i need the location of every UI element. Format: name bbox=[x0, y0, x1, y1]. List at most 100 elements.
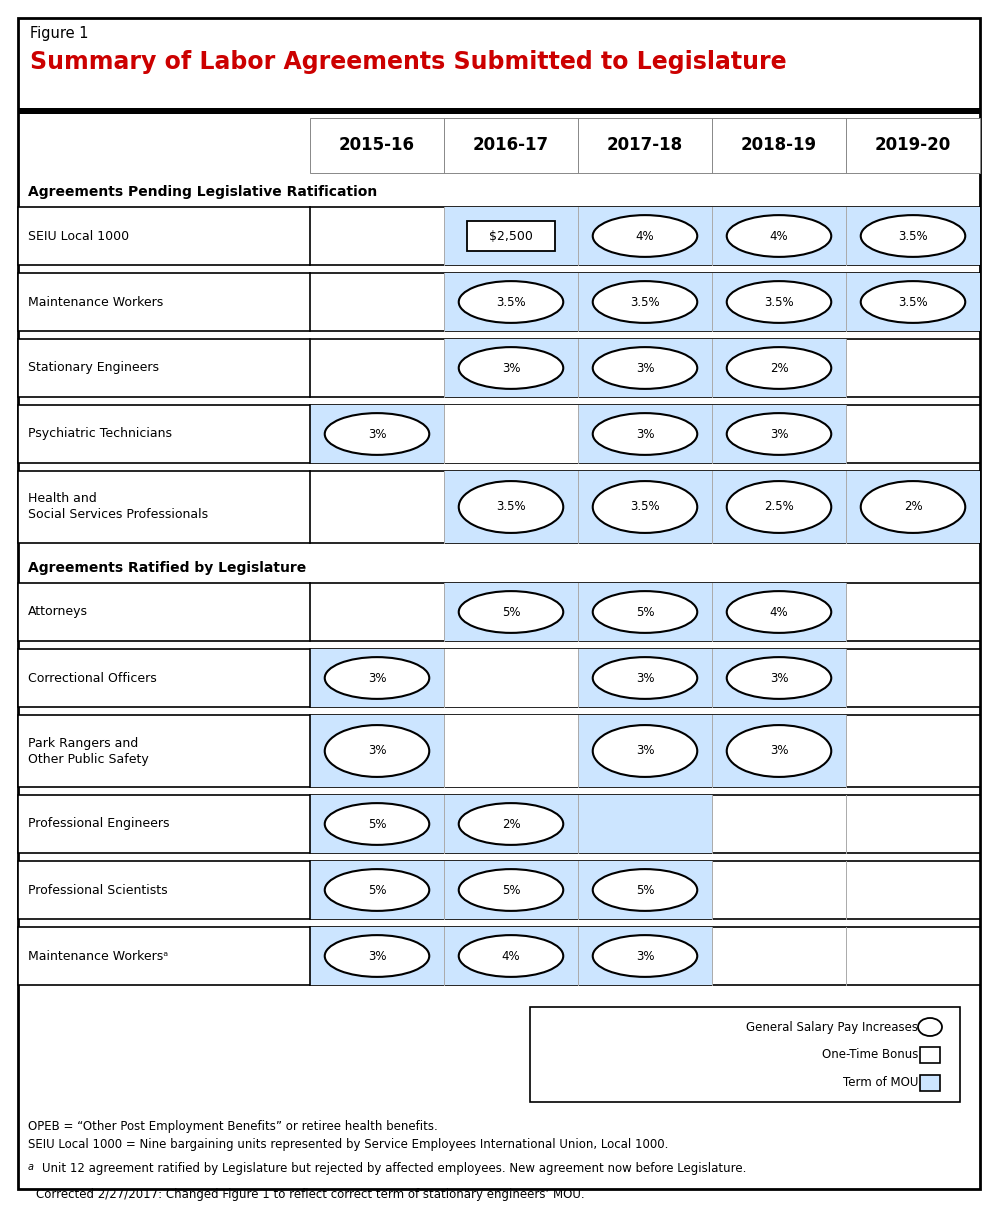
Ellipse shape bbox=[860, 281, 965, 323]
Text: 5%: 5% bbox=[636, 606, 655, 618]
Text: 2%: 2% bbox=[903, 501, 922, 513]
Text: Maintenance Workers: Maintenance Workers bbox=[28, 296, 164, 309]
Bar bbox=[920, 1046, 940, 1063]
Text: 3%: 3% bbox=[367, 950, 386, 962]
Bar bbox=[18, 339, 980, 397]
Ellipse shape bbox=[593, 869, 698, 911]
Bar bbox=[444, 649, 578, 707]
Ellipse shape bbox=[593, 591, 698, 632]
Text: 3%: 3% bbox=[367, 671, 386, 684]
Bar bbox=[18, 206, 980, 266]
Ellipse shape bbox=[324, 413, 429, 455]
Ellipse shape bbox=[593, 281, 698, 323]
Ellipse shape bbox=[324, 869, 429, 911]
Bar bbox=[920, 1075, 940, 1091]
Text: 3%: 3% bbox=[636, 745, 655, 758]
Ellipse shape bbox=[727, 413, 831, 455]
Text: Health and: Health and bbox=[28, 492, 97, 506]
Text: Summary of Labor Agreements Submitted to Legislature: Summary of Labor Agreements Submitted to… bbox=[30, 49, 786, 74]
Text: 5%: 5% bbox=[367, 817, 386, 830]
Text: 3%: 3% bbox=[367, 745, 386, 758]
Ellipse shape bbox=[727, 725, 831, 777]
Ellipse shape bbox=[459, 591, 563, 632]
Text: 3%: 3% bbox=[636, 427, 655, 441]
Text: 4%: 4% bbox=[769, 229, 788, 243]
Bar bbox=[18, 583, 980, 641]
Text: 5%: 5% bbox=[636, 884, 655, 897]
Text: 2016-17: 2016-17 bbox=[473, 136, 549, 154]
Bar bbox=[18, 861, 980, 919]
Bar bbox=[18, 715, 980, 787]
Text: 3%: 3% bbox=[502, 362, 520, 374]
Bar bbox=[310, 406, 846, 463]
Ellipse shape bbox=[727, 348, 831, 389]
Ellipse shape bbox=[459, 482, 563, 533]
Text: 3.5%: 3.5% bbox=[496, 296, 526, 309]
Text: 3%: 3% bbox=[367, 427, 386, 441]
Ellipse shape bbox=[727, 482, 831, 533]
Bar bbox=[444, 406, 578, 463]
Bar bbox=[18, 273, 980, 331]
Bar bbox=[18, 795, 980, 853]
Text: Stationary Engineers: Stationary Engineers bbox=[28, 362, 159, 374]
Text: 4%: 4% bbox=[502, 950, 520, 962]
Ellipse shape bbox=[727, 215, 831, 257]
Bar bbox=[310, 649, 846, 707]
Bar bbox=[310, 118, 980, 173]
Bar bbox=[444, 715, 578, 787]
Text: 3.5%: 3.5% bbox=[764, 296, 793, 309]
Ellipse shape bbox=[593, 348, 698, 389]
Bar bbox=[310, 715, 846, 787]
Bar bbox=[444, 339, 846, 397]
Text: 2015-16: 2015-16 bbox=[339, 136, 415, 154]
Text: 3%: 3% bbox=[769, 671, 788, 684]
Text: General Salary Pay Increases: General Salary Pay Increases bbox=[746, 1020, 918, 1033]
Bar bbox=[467, 221, 555, 251]
Text: Maintenance Workersᵃ: Maintenance Workersᵃ bbox=[28, 950, 168, 962]
Ellipse shape bbox=[459, 869, 563, 911]
Ellipse shape bbox=[459, 935, 563, 976]
Ellipse shape bbox=[593, 413, 698, 455]
Ellipse shape bbox=[459, 803, 563, 845]
Bar bbox=[444, 471, 980, 543]
Bar bbox=[530, 1007, 960, 1102]
Text: 3.5%: 3.5% bbox=[630, 501, 660, 513]
Text: 3.5%: 3.5% bbox=[496, 501, 526, 513]
Text: 2019-20: 2019-20 bbox=[875, 136, 951, 154]
Text: Correctional Officers: Correctional Officers bbox=[28, 671, 157, 684]
Text: Attorneys: Attorneys bbox=[28, 606, 88, 618]
Bar bbox=[310, 795, 712, 853]
Text: 3%: 3% bbox=[636, 950, 655, 962]
Text: 5%: 5% bbox=[367, 884, 386, 897]
Ellipse shape bbox=[593, 215, 698, 257]
Ellipse shape bbox=[459, 281, 563, 323]
Ellipse shape bbox=[727, 591, 831, 632]
Text: $2,500: $2,500 bbox=[489, 229, 533, 243]
Ellipse shape bbox=[918, 1018, 942, 1036]
Ellipse shape bbox=[593, 725, 698, 777]
Text: Term of MOU: Term of MOU bbox=[842, 1077, 918, 1090]
Text: 3%: 3% bbox=[769, 745, 788, 758]
Ellipse shape bbox=[593, 482, 698, 533]
Text: One-Time Bonus: One-Time Bonus bbox=[821, 1049, 918, 1061]
Text: a: a bbox=[28, 1162, 34, 1172]
Text: 5%: 5% bbox=[502, 884, 520, 897]
Bar bbox=[444, 583, 846, 641]
Ellipse shape bbox=[324, 725, 429, 777]
Text: 2.5%: 2.5% bbox=[764, 501, 793, 513]
Text: 2%: 2% bbox=[769, 362, 788, 374]
Ellipse shape bbox=[593, 935, 698, 976]
Text: OPEB = “Other Post Employment Benefits” or retiree health benefits.: OPEB = “Other Post Employment Benefits” … bbox=[28, 1120, 438, 1133]
Bar bbox=[18, 649, 980, 707]
Ellipse shape bbox=[860, 482, 965, 533]
Ellipse shape bbox=[324, 935, 429, 976]
Ellipse shape bbox=[727, 657, 831, 699]
Text: 3%: 3% bbox=[769, 427, 788, 441]
Text: 4%: 4% bbox=[769, 606, 788, 618]
Text: Park Rangers and: Park Rangers and bbox=[28, 736, 139, 750]
Text: Psychiatric Technicians: Psychiatric Technicians bbox=[28, 427, 172, 441]
Bar bbox=[18, 927, 980, 985]
Text: Social Services Professionals: Social Services Professionals bbox=[28, 508, 209, 521]
Text: 3.5%: 3.5% bbox=[898, 296, 928, 309]
Text: Agreements Ratified by Legislature: Agreements Ratified by Legislature bbox=[28, 561, 306, 575]
